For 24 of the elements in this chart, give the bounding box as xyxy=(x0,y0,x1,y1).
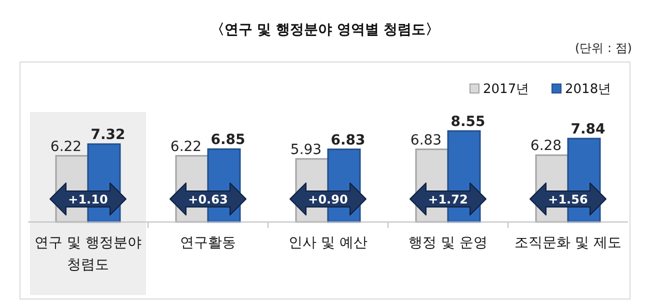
data-label: 6.85 xyxy=(210,132,246,148)
data-label: 7.32 xyxy=(90,127,126,144)
data-label: 6.83 xyxy=(410,132,442,148)
data-label: 8.55 xyxy=(450,114,486,130)
data-label: 7.84 xyxy=(570,122,606,138)
annotation: +0.63 xyxy=(188,192,228,206)
legend-label: 2017년 xyxy=(483,82,530,97)
x-tick-label: 인사 및 예산 xyxy=(288,235,368,251)
text: (단위 : 점) xyxy=(574,41,632,55)
data-label: 6.83 xyxy=(330,132,366,148)
annotation: +1.10 xyxy=(68,192,108,206)
x-tick-label: 행정 및 운영 xyxy=(408,235,488,251)
data-label: 6.28 xyxy=(530,138,562,154)
data-label: 5.93 xyxy=(290,142,322,158)
x-tick-label: 연구 및 행정분야 청렴도 xyxy=(34,235,142,273)
annotation: +1.56 xyxy=(548,192,588,206)
data-label: 6.22 xyxy=(50,138,82,155)
x-tick-label: 연구활동 xyxy=(180,235,236,251)
annotation: +0.90 xyxy=(308,192,348,206)
annotation: +1.72 xyxy=(428,192,468,206)
chart-title: 〈연구 및 행정분야 영역별 청렴도〉 xyxy=(210,22,440,38)
data-label: 6.22 xyxy=(170,138,202,155)
legend-label: 2018년 xyxy=(565,82,612,97)
x-tick-label: 조직문화 및 제도 xyxy=(514,235,622,251)
